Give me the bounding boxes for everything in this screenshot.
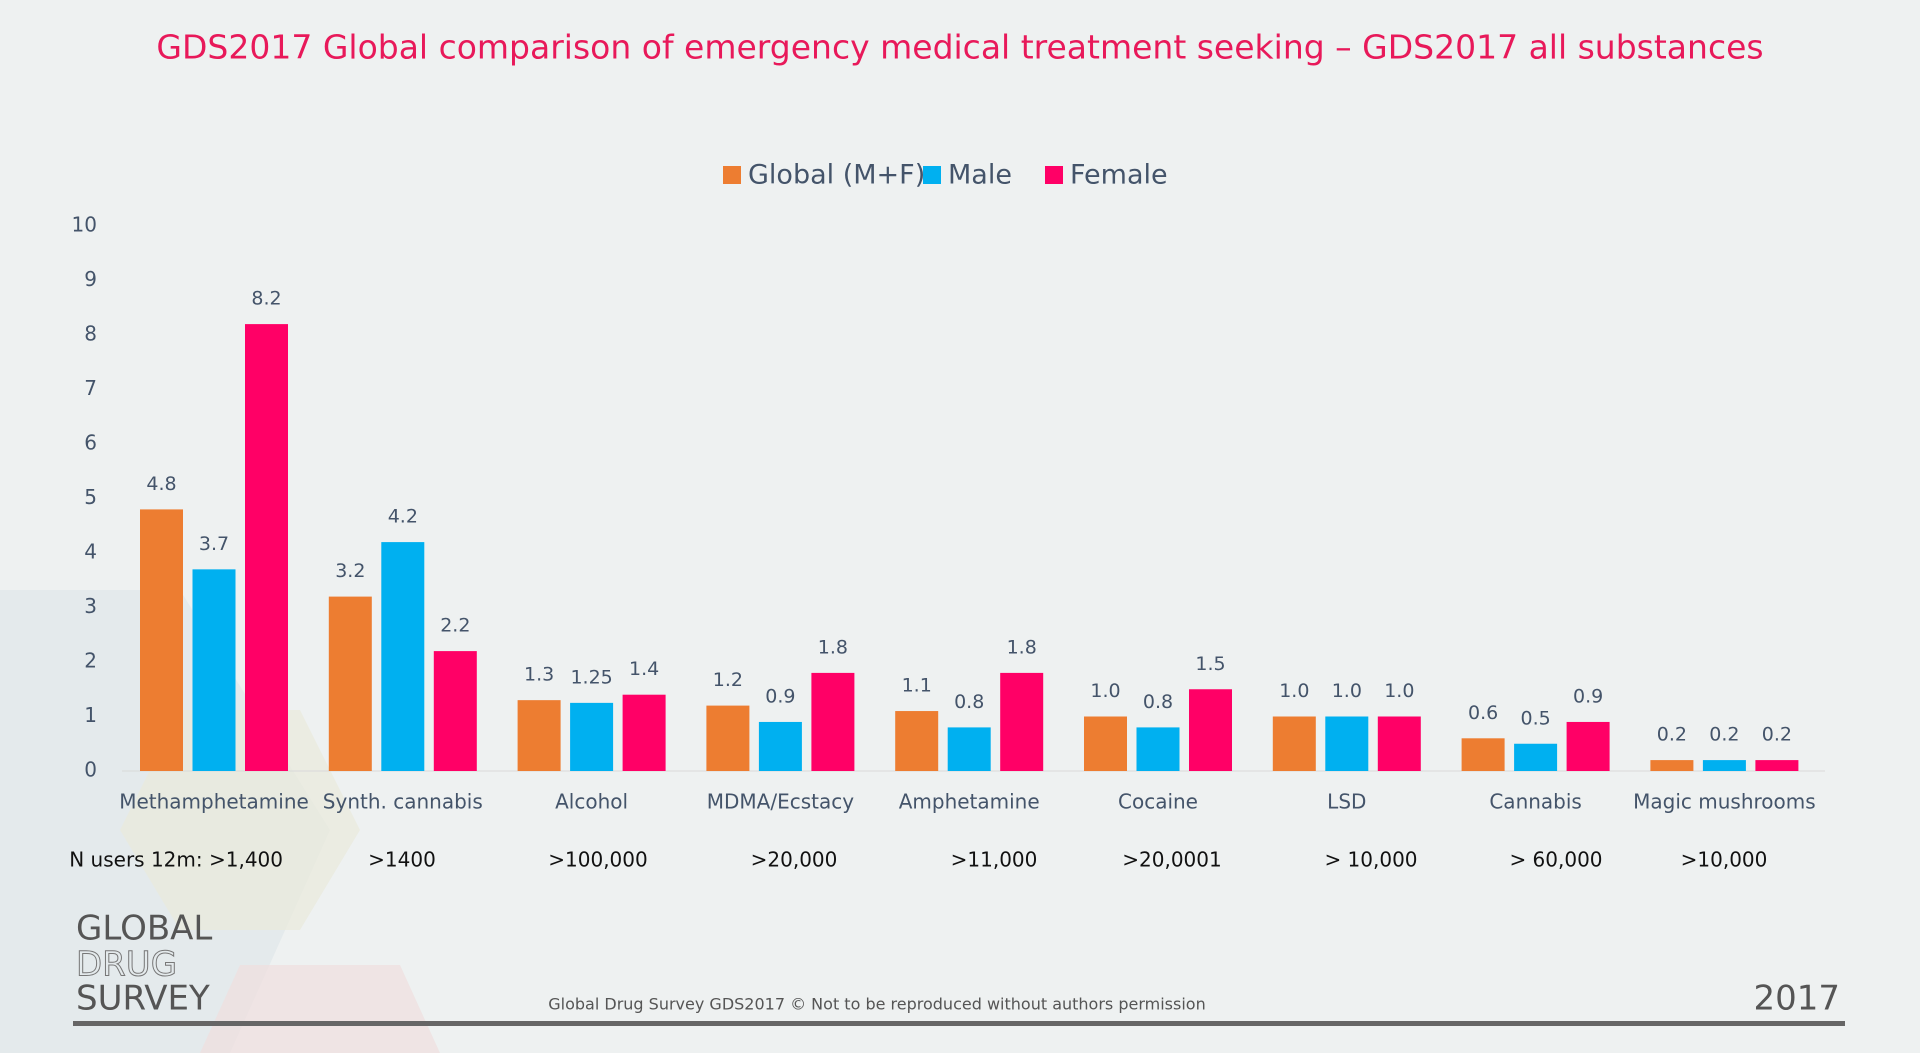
legend-swatch	[1045, 166, 1063, 184]
value-label: 4.2	[388, 506, 418, 528]
chart-title: GDS2017 Global comparison of emergency m…	[156, 28, 1763, 67]
value-label: 0.2	[1709, 724, 1739, 746]
legend-label: Female	[1070, 160, 1168, 191]
value-label: 1.2	[713, 669, 743, 691]
value-label: 4.8	[146, 473, 176, 495]
bar	[947, 727, 991, 771]
bar	[1702, 760, 1746, 771]
value-label: 1.8	[818, 636, 848, 658]
n-users: >20,000	[751, 848, 838, 872]
y-tick-label: 10	[72, 213, 97, 237]
value-label: 8.2	[251, 288, 281, 310]
y-tick-label: 0	[84, 758, 97, 782]
bar	[517, 700, 561, 771]
x-tick-label: Magic mushrooms	[1633, 790, 1816, 814]
value-label: 1.0	[1279, 680, 1309, 702]
bar	[328, 596, 372, 771]
bar	[1755, 760, 1799, 771]
bar	[1325, 716, 1369, 771]
n-users: > 10,000	[1324, 848, 1417, 872]
value-label: 1.25	[570, 666, 612, 688]
y-tick-label: 5	[84, 485, 97, 509]
bar	[1272, 716, 1316, 771]
bar	[1566, 721, 1610, 771]
value-label: 1.5	[1195, 653, 1225, 675]
n-users: >10,000	[1681, 848, 1768, 872]
value-label: 0.2	[1762, 724, 1792, 746]
value-label: 0.5	[1520, 707, 1550, 729]
bar	[381, 542, 425, 771]
value-label: 0.8	[1143, 691, 1173, 713]
x-tick-label: LSD	[1327, 790, 1366, 814]
logo-text: SURVEY	[76, 979, 210, 1019]
bar	[1000, 672, 1044, 771]
bar	[433, 651, 477, 771]
y-tick-label: 8	[84, 322, 97, 346]
value-label: 1.1	[902, 675, 932, 697]
bar	[706, 705, 750, 771]
value-label: 3.2	[335, 560, 365, 582]
legend-label: Global (M+F)	[748, 160, 925, 191]
legend-swatch	[723, 166, 741, 184]
legend-swatch	[923, 166, 941, 184]
bar	[245, 324, 288, 771]
n-users: >11,000	[951, 848, 1038, 872]
x-tick-label: Methamphetamine	[119, 790, 309, 814]
x-tick-label: MDMA/Ecstacy	[707, 790, 854, 814]
value-label: 0.8	[954, 691, 984, 713]
y-tick-label: 4	[84, 540, 97, 564]
bar	[811, 672, 855, 771]
x-tick-label: Cannabis	[1489, 790, 1582, 814]
n-users: > 60,000	[1509, 848, 1602, 872]
y-tick-label: 2	[84, 649, 97, 673]
bar	[192, 569, 236, 771]
value-label: 1.0	[1384, 680, 1414, 702]
value-label: 1.0	[1332, 680, 1362, 702]
y-tick-label: 1	[84, 703, 97, 727]
footer-year: 2017	[1753, 979, 1840, 1019]
value-label: 1.8	[1007, 636, 1037, 658]
value-label: 0.6	[1468, 702, 1498, 724]
n-users: >1400	[368, 848, 436, 872]
bar	[1084, 716, 1127, 771]
bar	[1650, 760, 1694, 771]
value-label: 2.2	[440, 615, 470, 637]
value-label: 0.9	[1573, 685, 1603, 707]
x-tick-label: Amphetamine	[899, 790, 1040, 814]
value-label: 0.2	[1657, 724, 1687, 746]
n-users: N users 12m: >1,400	[69, 848, 283, 872]
bar	[1377, 716, 1421, 771]
bar	[1461, 738, 1505, 771]
bar	[895, 711, 939, 771]
footer-notice: Global Drug Survey GDS2017 © Not to be r…	[548, 995, 1205, 1014]
value-label: 1.3	[524, 664, 554, 686]
x-tick-label: Alcohol	[555, 790, 628, 814]
value-label: 1.4	[629, 658, 659, 680]
y-tick-label: 9	[84, 267, 97, 291]
n-users: >100,000	[548, 848, 647, 872]
value-label: 3.7	[199, 533, 229, 555]
value-label: 0.9	[765, 685, 795, 707]
y-tick-label: 3	[84, 594, 97, 618]
footer-rule	[73, 1021, 1845, 1026]
logo-text: GLOBAL	[76, 909, 212, 949]
value-label: 1.0	[1090, 680, 1120, 702]
bar	[622, 694, 666, 771]
y-tick-label: 7	[84, 376, 97, 400]
bar	[1136, 727, 1180, 771]
y-tick-label: 6	[84, 431, 97, 455]
bar	[570, 702, 614, 771]
x-tick-label: Synth. cannabis	[323, 790, 483, 814]
decor	[200, 965, 440, 1053]
x-tick-label: Cocaine	[1118, 790, 1198, 814]
legend-label: Male	[948, 160, 1012, 191]
n-users: >20,0001	[1122, 848, 1221, 872]
bar	[140, 509, 183, 771]
bar	[1514, 743, 1558, 771]
bar	[1189, 689, 1232, 771]
logo-text: DRUG	[76, 945, 177, 985]
bar	[758, 721, 802, 771]
